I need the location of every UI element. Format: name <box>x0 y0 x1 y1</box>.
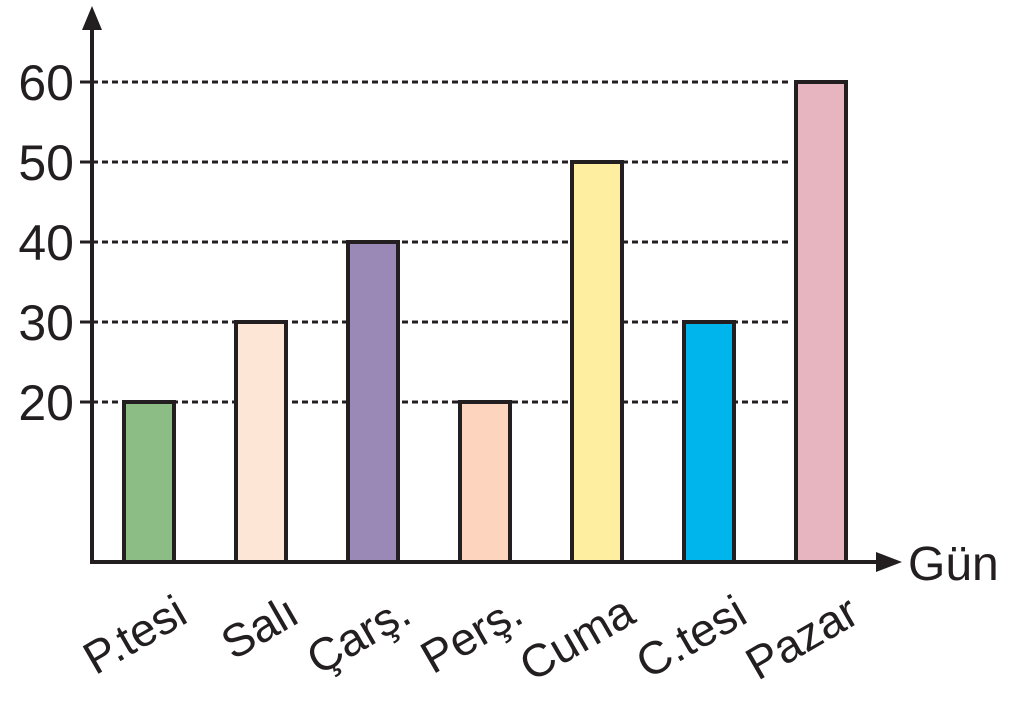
bar <box>234 320 288 564</box>
y-tick-label: 40 <box>18 215 74 271</box>
x-tick-label: P.tesi <box>74 585 195 685</box>
y-tick-label: 60 <box>18 55 74 111</box>
x-tick-label: Perş. <box>412 585 531 684</box>
bar <box>346 240 400 564</box>
x-tick-label: Salı <box>212 585 307 670</box>
y-tick-label: 20 <box>18 375 74 431</box>
x-axis-arrow-icon <box>876 552 902 572</box>
x-tick-label: Çarş. <box>298 585 419 685</box>
bar <box>570 160 624 564</box>
axes <box>82 6 902 572</box>
x-tick-label: Cuma <box>511 585 644 692</box>
x-axis-label: Gün <box>908 538 999 591</box>
bar <box>794 80 848 564</box>
x-tick-label: C.tesi <box>627 585 755 689</box>
y-axis-arrow-icon <box>82 6 102 30</box>
y-tick-labels: 20 30 40 50 60 <box>18 55 74 431</box>
y-tick-label: 50 <box>18 135 74 191</box>
y-tick-label: 30 <box>18 295 74 351</box>
bar <box>458 400 512 564</box>
bar <box>682 320 736 564</box>
x-tick-label: Pazar <box>737 585 867 690</box>
bars <box>122 80 848 564</box>
bar <box>122 400 176 564</box>
